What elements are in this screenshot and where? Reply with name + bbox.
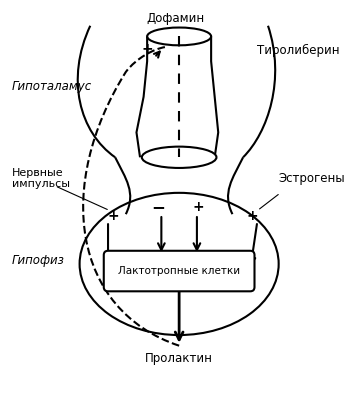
Text: Дофамин: Дофамин	[147, 12, 205, 25]
Text: Эстрогены: Эстрогены	[279, 172, 345, 185]
Text: +: +	[141, 42, 153, 56]
Text: Лактотропные клетки: Лактотропные клетки	[118, 266, 240, 276]
Text: Нервные
импульсы: Нервные импульсы	[12, 168, 70, 189]
FancyBboxPatch shape	[104, 251, 254, 291]
Text: Гипофиз: Гипофиз	[12, 254, 65, 267]
Text: +: +	[193, 200, 204, 214]
Text: Гипоталамус: Гипоталамус	[12, 80, 92, 93]
Text: +: +	[107, 209, 119, 223]
Text: −: −	[151, 198, 165, 216]
Text: +: +	[246, 209, 258, 223]
Ellipse shape	[142, 147, 216, 168]
Text: Пролактин: Пролактин	[145, 352, 213, 365]
Text: Тиролиберин: Тиролиберин	[257, 44, 340, 57]
